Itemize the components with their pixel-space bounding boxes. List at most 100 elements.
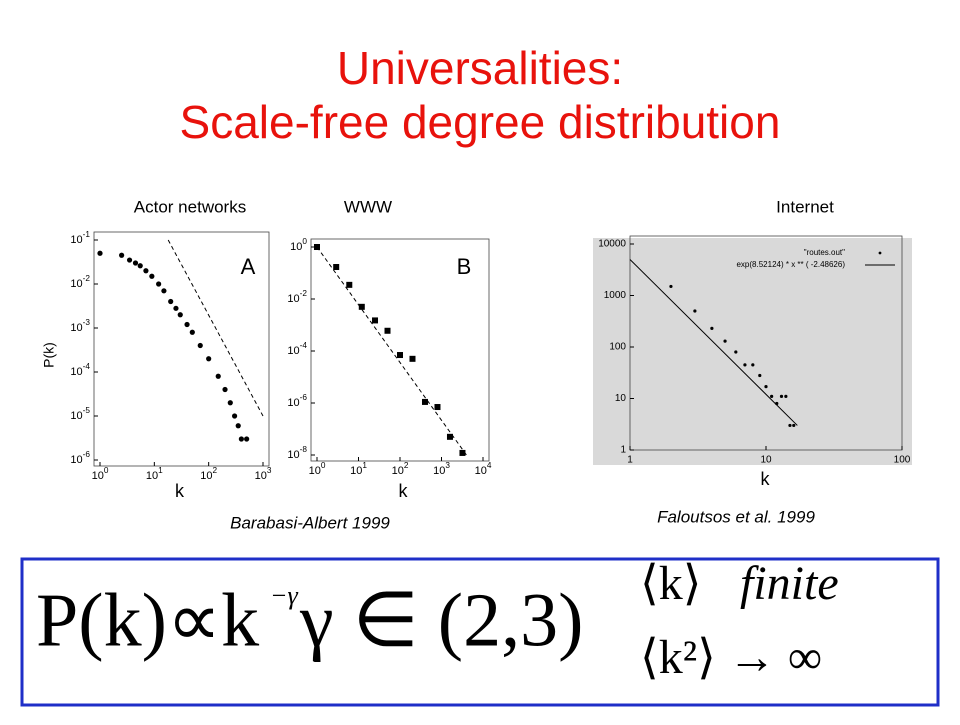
point [97,250,103,256]
legend-label: exp(8.52124) * x ** ( -2.48626) [736,260,845,269]
point [173,305,179,311]
formula: γ ∈ (2,3) [299,578,583,662]
chart-title: Actor networks [134,197,246,216]
fit-line [629,259,798,426]
chart-title: WWW [344,197,392,216]
x-tick-label: 1 [627,455,633,466]
y-tick-label: 10000 [598,239,626,250]
point [346,281,353,288]
y-tick-label: 100 [609,342,626,353]
point [459,449,466,456]
slide-title: Scale-free degree distribution [180,96,781,148]
point [779,394,784,398]
plot-background [593,238,912,465]
point [333,264,340,271]
y-tick-label: 10-4 [287,341,307,357]
point [734,350,738,354]
y-tick-label: 10-8 [287,445,307,461]
point [409,355,416,362]
formula-box [20,557,940,707]
x-tick-label: 100 [92,466,109,482]
caption: Faloutsos et al. 1999 [657,507,815,526]
point [743,363,747,367]
y-tick-label: 10-2 [70,274,90,290]
panel-label: B [457,254,472,279]
x-axis-label: k [175,481,185,501]
x-tick-label: 104 [475,461,492,477]
legend-marker [878,251,882,255]
point [788,423,792,428]
formula: P(k)∝k [36,578,259,662]
x-tick-label: 101 [350,461,367,477]
slide-title: Universalities: [337,42,623,94]
fit-line [316,246,467,456]
point [156,281,162,287]
x-axis-label: k [399,481,409,501]
point [161,288,167,294]
point [137,263,143,269]
plot-frame [310,238,490,462]
x-tick-label: 101 [146,466,163,482]
point [446,433,453,440]
caption: Barabasi-Albert 1999 [230,513,390,532]
x-tick-label: 100 [309,461,326,477]
formula: ⟨k⟩ [640,557,701,610]
x-tick-label: 102 [200,466,217,482]
point [434,404,441,411]
x-tick-label: 102 [392,461,409,477]
point [126,257,133,263]
point [189,329,195,335]
point [206,356,212,362]
y-tick-label: 10 [615,393,627,404]
chart-title: Internet [776,197,834,216]
point [149,273,155,279]
formula: ⟨k²⟩ → ∞ [640,631,822,684]
point [227,400,233,406]
point [184,321,190,328]
point [770,394,774,398]
point [669,284,673,289]
point [238,436,244,442]
y-tick-label: 10-6 [70,450,90,466]
y-tick-label: 10-3 [70,318,90,334]
y-tick-label: 1 [620,445,626,456]
y-tick-label: 1000 [604,290,627,301]
point [358,303,365,310]
y-tick-label: 10-1 [70,230,90,246]
point [197,342,203,349]
point [384,327,391,334]
point [723,339,727,343]
point [235,423,241,429]
point [132,260,139,266]
point [693,309,697,313]
point [222,386,228,393]
point [397,352,403,359]
point [231,413,238,419]
point [751,363,755,367]
point [244,436,250,442]
x-tick-label: 100 [894,455,911,466]
y-tick-label: 10-5 [70,406,90,422]
x-axis-label: k [761,469,771,489]
point [784,394,788,398]
point [710,326,714,330]
point [758,373,762,378]
point [792,423,796,428]
x-tick-label: 103 [433,461,450,477]
y-axis-label: P(k) [41,342,57,368]
point [372,317,379,324]
x-tick-label: 103 [255,466,272,482]
y-tick-label: 100 [290,237,307,253]
point [764,385,768,389]
y-tick-label: 10-4 [70,362,90,378]
point [177,312,183,318]
point [143,268,149,274]
y-tick-label: 10-2 [287,289,307,305]
point [168,298,174,305]
formula: finite [740,557,839,610]
legend-label: "routes.out" [804,248,845,257]
panel-label: A [241,254,256,279]
point [215,373,221,379]
x-tick-label: 10 [760,455,772,466]
